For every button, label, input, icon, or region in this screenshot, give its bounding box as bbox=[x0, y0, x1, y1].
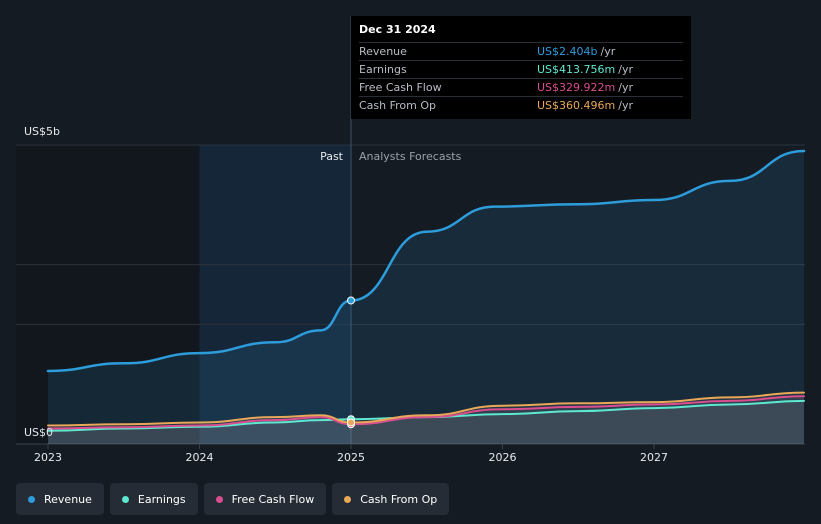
legend-item[interactable]: Cash From Op bbox=[332, 483, 450, 515]
legend-label: Cash From Op bbox=[360, 492, 438, 506]
y-axis-top-label: US$5b bbox=[24, 125, 60, 138]
legend-dot-icon bbox=[28, 495, 35, 503]
tooltip-series-name: Revenue bbox=[359, 45, 407, 58]
tooltip-series-name: Earnings bbox=[359, 63, 407, 76]
series-area-earnings bbox=[48, 400, 804, 444]
legend-dot-icon bbox=[121, 495, 129, 503]
legend-label: Earnings bbox=[137, 492, 186, 506]
tooltip-row: Free Cash Flow US$329.922m/yr bbox=[359, 78, 683, 96]
series-area-free-cash-flow bbox=[48, 396, 804, 444]
forecast-label: Analysts Forecasts bbox=[359, 150, 462, 163]
tooltip-row: Revenue US$2.404b/yr bbox=[359, 42, 683, 60]
past-region-early bbox=[16, 145, 200, 444]
tooltip-date: Dec 31 2024 bbox=[359, 23, 436, 36]
legend-dot-icon bbox=[344, 495, 352, 503]
x-tick-label: 2024 bbox=[186, 451, 214, 464]
tooltip-series-value: US$360.496m bbox=[537, 99, 616, 112]
x-tick-label: 2026 bbox=[489, 451, 517, 464]
data-point-marker bbox=[347, 296, 355, 305]
y-axis-zero-label: US$0 bbox=[24, 426, 53, 439]
data-point-marker bbox=[347, 418, 355, 427]
x-tick-label: 2025 bbox=[337, 451, 365, 464]
tooltip-series-value: US$2.404b bbox=[537, 45, 598, 58]
series-area-revenue bbox=[48, 151, 804, 444]
tooltip: Dec 31 2024 Revenue US$2.404b/yr Earnings U… bbox=[351, 16, 691, 119]
series-line-cash-from-op bbox=[47, 391, 805, 427]
tooltip-unit: /yr bbox=[618, 81, 633, 94]
legend-label: Free Cash Flow bbox=[231, 492, 315, 506]
legend: Revenue Earnings Free Cash Flow Cash From O… bbox=[16, 483, 450, 515]
x-tick-label: 2027 bbox=[640, 451, 668, 464]
series-line-free-cash-flow bbox=[47, 395, 805, 430]
legend-item[interactable]: Earnings bbox=[109, 483, 198, 515]
past-region-highlight bbox=[199, 145, 351, 444]
tooltip-series-value: US$329.922m bbox=[537, 81, 616, 94]
tooltip-series-value: US$413.756m bbox=[537, 63, 616, 76]
tooltip-series-name: Cash From Op bbox=[359, 99, 437, 112]
legend-dot-icon bbox=[215, 495, 223, 503]
legend-item[interactable]: Free Cash Flow bbox=[203, 483, 327, 515]
legend-item[interactable]: Revenue bbox=[16, 483, 104, 515]
x-tick-label: 2023 bbox=[34, 451, 62, 464]
tooltip-row: Cash From Op US$360.496m/yr bbox=[359, 96, 683, 114]
tooltip-unit: /yr bbox=[618, 99, 633, 112]
tooltip-row: Earnings US$413.756m/yr bbox=[359, 60, 683, 78]
tooltip-series-name: Free Cash Flow bbox=[359, 81, 442, 94]
series-line-revenue bbox=[46, 149, 806, 373]
past-label: Past bbox=[320, 150, 344, 163]
tooltip-unit: /yr bbox=[600, 45, 616, 58]
legend-label: Revenue bbox=[44, 492, 92, 506]
tooltip-unit: /yr bbox=[618, 63, 633, 76]
